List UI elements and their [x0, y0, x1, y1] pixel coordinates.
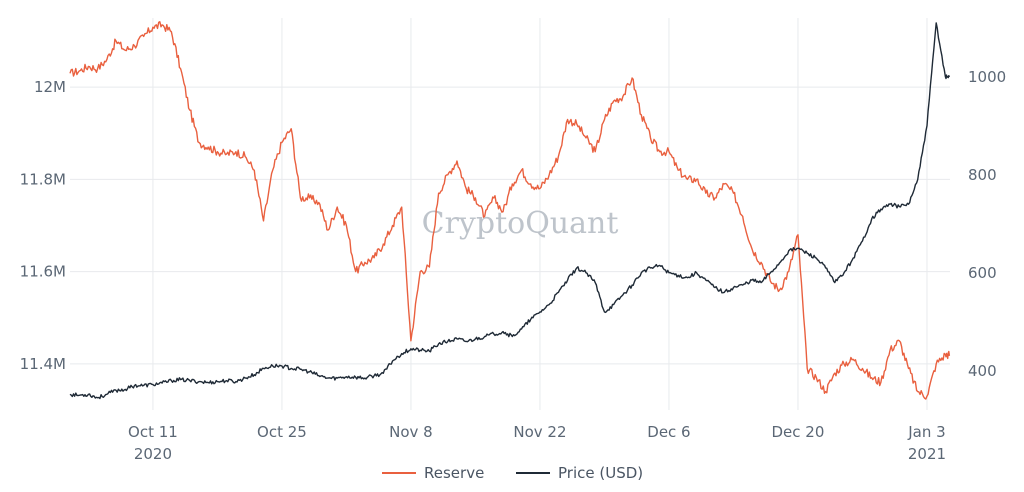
legend[interactable]: Reserve Price (USD)	[382, 464, 643, 482]
gridlines	[70, 18, 950, 410]
watermark: CryptoQuant	[422, 206, 619, 241]
y-left-tick-label: 11.4M	[20, 355, 66, 373]
series-line-reserve	[69, 21, 951, 400]
x-tick-label: Nov 22	[513, 423, 566, 441]
x-tick-label: Dec 6	[647, 423, 690, 441]
y-right-tick-label: 800	[968, 166, 997, 184]
x-tick-sublabel: 2020	[134, 445, 172, 463]
y-right-tick-label: 600	[968, 264, 997, 282]
y-right-tick-label: 400	[968, 362, 997, 380]
y-axis-left-ticks: 11.4M 11.6M 11.8M 12M	[20, 78, 66, 373]
legend-item-reserve[interactable]: Reserve	[382, 464, 484, 482]
x-tick-label: Nov 8	[389, 423, 433, 441]
x-tick-label: Oct 11	[128, 423, 178, 441]
x-tick-label: Jan 3	[907, 423, 945, 441]
series-layer	[69, 21, 951, 400]
legend-label: Price (USD)	[558, 464, 643, 482]
y-left-tick-label: 11.8M	[20, 170, 66, 188]
y-left-tick-label: 11.6M	[20, 263, 66, 281]
legend-label: Reserve	[424, 464, 484, 482]
x-tick-sublabel: 2021	[908, 445, 946, 463]
legend-item-price[interactable]: Price (USD)	[516, 464, 643, 482]
y-axis-right-ticks: 400 600 800 1000	[968, 68, 1006, 380]
y-left-tick-label: 12M	[34, 78, 66, 96]
series-line-price	[69, 22, 951, 400]
x-tick-label: Oct 25	[257, 423, 307, 441]
y-right-tick-label: 1000	[968, 68, 1006, 86]
x-tick-label: Dec 20	[772, 423, 825, 441]
x-axis-ticks: Oct 11 2020 Oct 25 Nov 8 Nov 22 Dec 6 Dec 20 Ja…	[128, 423, 946, 463]
